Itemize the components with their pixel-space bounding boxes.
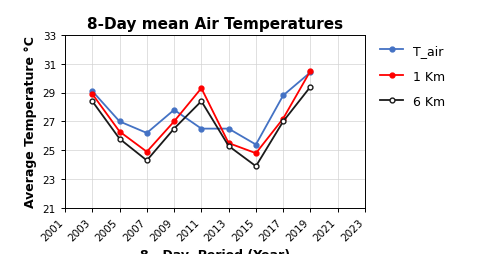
Legend: T_air, 1 Km, 6 Km: T_air, 1 Km, 6 Km bbox=[380, 45, 445, 109]
Line: 1 Km: 1 Km bbox=[90, 69, 313, 156]
T_air bbox=[171, 109, 177, 112]
1 Km bbox=[116, 131, 122, 134]
1 Km bbox=[253, 152, 259, 155]
6 Km bbox=[116, 138, 122, 141]
T_air bbox=[253, 144, 259, 147]
6 Km bbox=[198, 100, 204, 103]
T_air bbox=[144, 132, 150, 135]
6 Km bbox=[253, 165, 259, 168]
6 Km bbox=[171, 128, 177, 131]
Title: 8-Day mean Air Temperatures: 8-Day mean Air Temperatures bbox=[87, 17, 343, 32]
Y-axis label: Average Temperature °C: Average Temperature °C bbox=[24, 36, 37, 208]
6 Km bbox=[144, 159, 150, 162]
T_air bbox=[116, 120, 122, 123]
6 Km bbox=[280, 120, 286, 123]
6 Km bbox=[308, 86, 314, 89]
1 Km bbox=[171, 120, 177, 123]
1 Km bbox=[308, 70, 314, 73]
T_air bbox=[280, 94, 286, 98]
1 Km bbox=[198, 87, 204, 90]
T_air bbox=[90, 90, 96, 93]
1 Km bbox=[144, 151, 150, 154]
T_air bbox=[308, 71, 314, 74]
6 Km bbox=[90, 100, 96, 103]
6 Km bbox=[226, 145, 232, 148]
1 Km bbox=[280, 118, 286, 121]
1 Km bbox=[90, 93, 96, 96]
T_air bbox=[226, 128, 232, 131]
X-axis label: 8 - Day  Period (Year): 8 - Day Period (Year) bbox=[140, 248, 290, 254]
T_air bbox=[198, 128, 204, 131]
1 Km bbox=[226, 142, 232, 145]
Line: T_air: T_air bbox=[90, 71, 313, 147]
Line: 6 Km: 6 Km bbox=[90, 85, 313, 169]
